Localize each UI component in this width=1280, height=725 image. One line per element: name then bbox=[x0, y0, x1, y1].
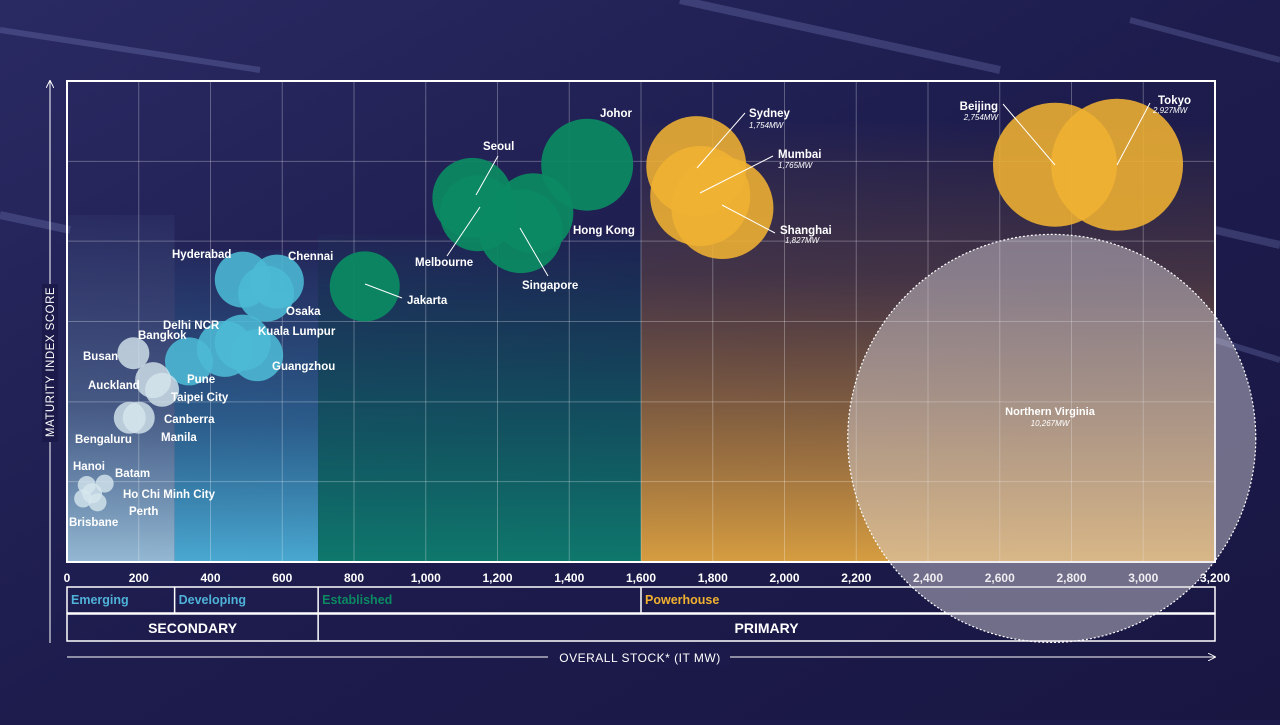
label-tokyo: Tokyo bbox=[1158, 95, 1191, 107]
x-tick-label: 2,400 bbox=[913, 571, 943, 585]
label-canberra: Canberra bbox=[164, 414, 215, 426]
label-taipei-city: Taipei City bbox=[171, 392, 229, 404]
bubble-guangzhou bbox=[231, 329, 284, 382]
label-osaka: Osaka bbox=[286, 306, 321, 318]
label-chennai: Chennai bbox=[288, 251, 333, 263]
label-beijing: Beijing bbox=[960, 101, 998, 113]
label-mumbai: Mumbai bbox=[778, 149, 821, 161]
label-jakarta: Jakarta bbox=[407, 295, 448, 307]
label-busan: Busan bbox=[83, 351, 118, 363]
bubble-jakarta bbox=[329, 251, 400, 322]
label-sydney: Sydney bbox=[749, 108, 791, 120]
x-tick-label: 3,000 bbox=[1128, 571, 1158, 585]
bubble-pune bbox=[145, 372, 180, 407]
label-kuala-lumpur: Kuala Lumpur bbox=[258, 326, 336, 338]
label-bangkok: Bangkok bbox=[138, 330, 187, 342]
stock-shanghai: 1,827MW bbox=[785, 236, 821, 245]
group-bar-frame bbox=[66, 613, 1216, 642]
x-tick-label: 1,400 bbox=[554, 571, 584, 585]
bubble-singapore bbox=[478, 189, 563, 274]
segment-label-established: Established bbox=[322, 593, 392, 607]
stock-tokyo: 2,927MW bbox=[1152, 106, 1189, 115]
label-northern-virginia: Northern Virginia bbox=[1005, 406, 1096, 418]
bubble-shanghai bbox=[671, 156, 774, 259]
x-tick-label: 1,600 bbox=[626, 571, 656, 585]
x-axis-title: OVERALL STOCK* (IT MW) bbox=[559, 651, 720, 665]
leader-jakarta bbox=[364, 283, 403, 299]
bubbles bbox=[74, 98, 1257, 643]
x-tick-label: 2,800 bbox=[1056, 571, 1086, 585]
label-guangzhou: Guangzhou bbox=[272, 361, 335, 373]
background-light-streaks bbox=[0, 0, 1280, 363]
label-manila: Manila bbox=[161, 432, 197, 444]
x-tick-label: 800 bbox=[344, 571, 364, 585]
x-tick-label: 1,000 bbox=[411, 571, 441, 585]
x-tick-label: 600 bbox=[272, 571, 292, 585]
x-tick-label: 0 bbox=[64, 571, 71, 585]
leader-beijing bbox=[1002, 103, 1056, 166]
bubble-busan bbox=[117, 337, 150, 370]
x-tick-label: 400 bbox=[200, 571, 220, 585]
group-bar: SECONDARY PRIMARY bbox=[66, 613, 1216, 642]
leader-sydney bbox=[696, 112, 746, 169]
label-seoul: Seoul bbox=[483, 141, 514, 153]
stock-mumbai: 1,765MW bbox=[778, 161, 814, 170]
label-johor: Johor bbox=[600, 108, 632, 120]
label-singapore: Singapore bbox=[522, 280, 578, 292]
label-ho-chi-minh-city: Ho Chi Minh City bbox=[123, 489, 216, 501]
bubble-northern-virginia bbox=[847, 233, 1257, 643]
y-axis-title: MATURITY INDEX SCORE bbox=[45, 287, 57, 437]
label-hong-kong: Hong Kong bbox=[573, 225, 635, 237]
label-brisbane: Brisbane bbox=[69, 517, 118, 529]
x-tick-label: 2,200 bbox=[841, 571, 871, 585]
x-tick-label: 1,800 bbox=[698, 571, 728, 585]
x-tick-label: 3,200 bbox=[1200, 571, 1230, 585]
label-auckland: Auckland bbox=[88, 380, 140, 392]
bubble-bengaluru bbox=[113, 401, 146, 434]
leader-seoul bbox=[475, 155, 499, 196]
leader-tokyo bbox=[1116, 102, 1151, 166]
leader-singapore bbox=[519, 227, 549, 277]
label-delhi-ncr: Delhi NCR bbox=[163, 320, 220, 332]
x-tick-label: 2,000 bbox=[769, 571, 799, 585]
x-tick-label: 2,600 bbox=[985, 571, 1015, 585]
segment-label-powerhouse: Powerhouse bbox=[645, 593, 719, 607]
x-tick-label: 200 bbox=[129, 571, 149, 585]
x-axis-ticks: 0 200 400 600 800 1,000 1,200 1,400 1,600 1,800 2,… bbox=[64, 571, 1231, 585]
bubble-johor bbox=[541, 118, 634, 211]
label-hanoi: Hanoi bbox=[73, 461, 105, 473]
bubble-osaka bbox=[238, 265, 295, 322]
leader-melbourne bbox=[446, 206, 481, 257]
leader-mumbai bbox=[699, 155, 774, 194]
segment-bar: Emerging Developing Established Powerhouse bbox=[66, 586, 1216, 614]
bubble-perth bbox=[88, 493, 107, 512]
segment-label-emerging: Emerging bbox=[71, 593, 129, 607]
label-hyderabad: Hyderabad bbox=[172, 249, 231, 261]
stock-northern-virginia: 10,267MW bbox=[1031, 419, 1071, 428]
label-pune: Pune bbox=[187, 374, 215, 386]
segment-label-developing: Developing bbox=[179, 593, 246, 607]
plot-frame bbox=[66, 80, 1216, 563]
leader-shanghai bbox=[721, 204, 776, 234]
label-melbourne: Melbourne bbox=[415, 257, 473, 269]
bubble-bangkok bbox=[164, 337, 213, 386]
bubble-brisbane bbox=[74, 489, 93, 508]
label-batam: Batam bbox=[115, 468, 150, 480]
leader-lines bbox=[364, 102, 1151, 299]
x-tick-label: 1,200 bbox=[482, 571, 512, 585]
label-bengaluru: Bengaluru bbox=[75, 434, 132, 446]
group-label-primary: PRIMARY bbox=[735, 620, 800, 636]
group-label-secondary: SECONDARY bbox=[148, 620, 238, 636]
label-perth: Perth bbox=[129, 506, 158, 518]
stock-sydney: 1,754MW bbox=[749, 121, 785, 130]
label-shanghai: Shanghai bbox=[780, 225, 832, 237]
stock-beijing: 2,754MW bbox=[963, 113, 1000, 122]
